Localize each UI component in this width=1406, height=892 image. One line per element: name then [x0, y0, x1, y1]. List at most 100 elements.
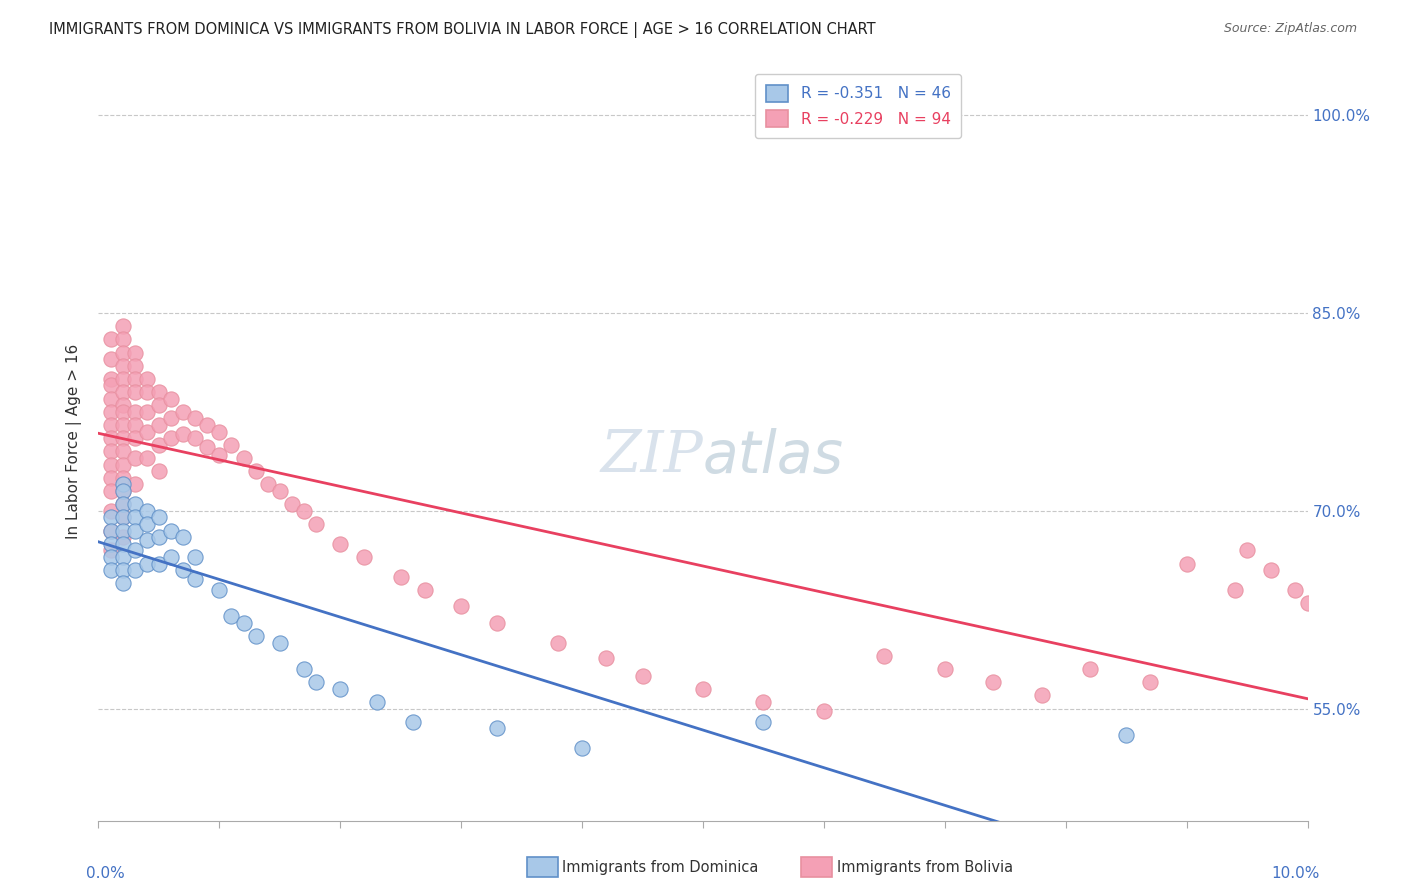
Point — [111, 477, 134, 491]
Point — [124, 524, 146, 538]
Point — [111, 444, 134, 458]
Point — [402, 714, 425, 729]
Point — [124, 405, 146, 419]
Point — [195, 418, 218, 433]
Point — [221, 609, 243, 624]
Point — [1115, 728, 1137, 742]
Point — [148, 464, 170, 478]
Point — [100, 510, 122, 524]
Point — [111, 497, 134, 511]
Point — [111, 576, 134, 591]
Point — [184, 431, 207, 445]
Text: 0.0%: 0.0% — [86, 866, 125, 881]
Text: Source: ZipAtlas.com: Source: ZipAtlas.com — [1223, 22, 1357, 36]
Point — [631, 668, 654, 682]
Point — [124, 450, 146, 465]
Point — [111, 471, 134, 485]
Point — [124, 543, 146, 558]
Point — [124, 510, 146, 524]
Point — [269, 635, 291, 649]
Point — [111, 524, 134, 538]
Point — [111, 385, 134, 400]
Point — [135, 533, 157, 547]
Point — [208, 449, 231, 463]
Point — [124, 431, 146, 445]
Point — [124, 563, 146, 577]
Point — [111, 549, 134, 564]
Point — [232, 615, 254, 630]
Point — [124, 477, 146, 491]
Point — [111, 563, 134, 577]
Point — [1139, 675, 1161, 690]
Point — [245, 464, 267, 478]
Point — [1260, 563, 1282, 577]
Point — [148, 510, 170, 524]
Point — [135, 425, 157, 439]
Point — [571, 741, 593, 756]
Point — [1223, 582, 1246, 597]
Point — [111, 483, 134, 498]
Point — [100, 405, 122, 419]
Point — [100, 524, 122, 538]
Point — [124, 385, 146, 400]
Point — [172, 405, 194, 419]
Point — [208, 425, 231, 439]
Point — [124, 359, 146, 373]
Point — [981, 675, 1004, 690]
Point — [752, 714, 775, 729]
Point — [1078, 662, 1101, 676]
Point — [160, 431, 183, 445]
Point — [353, 549, 375, 564]
Point — [135, 450, 157, 465]
Point — [100, 504, 122, 518]
Point — [100, 431, 122, 445]
Point — [813, 704, 835, 718]
Point — [124, 372, 146, 386]
Point — [111, 345, 134, 359]
Text: Immigrants from Dominica: Immigrants from Dominica — [562, 861, 759, 875]
Point — [100, 537, 122, 551]
Point — [100, 392, 122, 406]
Point — [269, 483, 291, 498]
Point — [1031, 689, 1053, 703]
Point — [366, 695, 388, 709]
Point — [208, 582, 231, 597]
Point — [100, 524, 122, 538]
Point — [256, 477, 278, 491]
Point — [547, 635, 569, 649]
Point — [111, 510, 134, 524]
Point — [111, 458, 134, 472]
Point — [184, 572, 207, 586]
Point — [111, 497, 134, 511]
Point — [100, 549, 122, 564]
Point — [160, 411, 183, 425]
Point — [595, 651, 617, 665]
Point — [135, 405, 157, 419]
Point — [281, 497, 304, 511]
Point — [305, 675, 328, 690]
Point — [172, 530, 194, 544]
Point — [111, 359, 134, 373]
Point — [160, 392, 183, 406]
Point — [1284, 582, 1306, 597]
Point — [692, 681, 714, 696]
Point — [124, 497, 146, 511]
Point — [100, 352, 122, 367]
Point — [486, 615, 509, 630]
Point — [1236, 543, 1258, 558]
Point — [135, 516, 157, 531]
Point — [124, 345, 146, 359]
Point — [160, 549, 183, 564]
Point — [934, 662, 956, 676]
Point — [450, 599, 472, 613]
Point — [111, 405, 134, 419]
Point — [160, 524, 183, 538]
Y-axis label: In Labor Force | Age > 16: In Labor Force | Age > 16 — [66, 344, 83, 539]
Point — [111, 431, 134, 445]
Point — [148, 398, 170, 412]
Point — [111, 530, 134, 544]
Point — [172, 563, 194, 577]
Point — [752, 695, 775, 709]
Point — [111, 372, 134, 386]
Point — [111, 510, 134, 524]
